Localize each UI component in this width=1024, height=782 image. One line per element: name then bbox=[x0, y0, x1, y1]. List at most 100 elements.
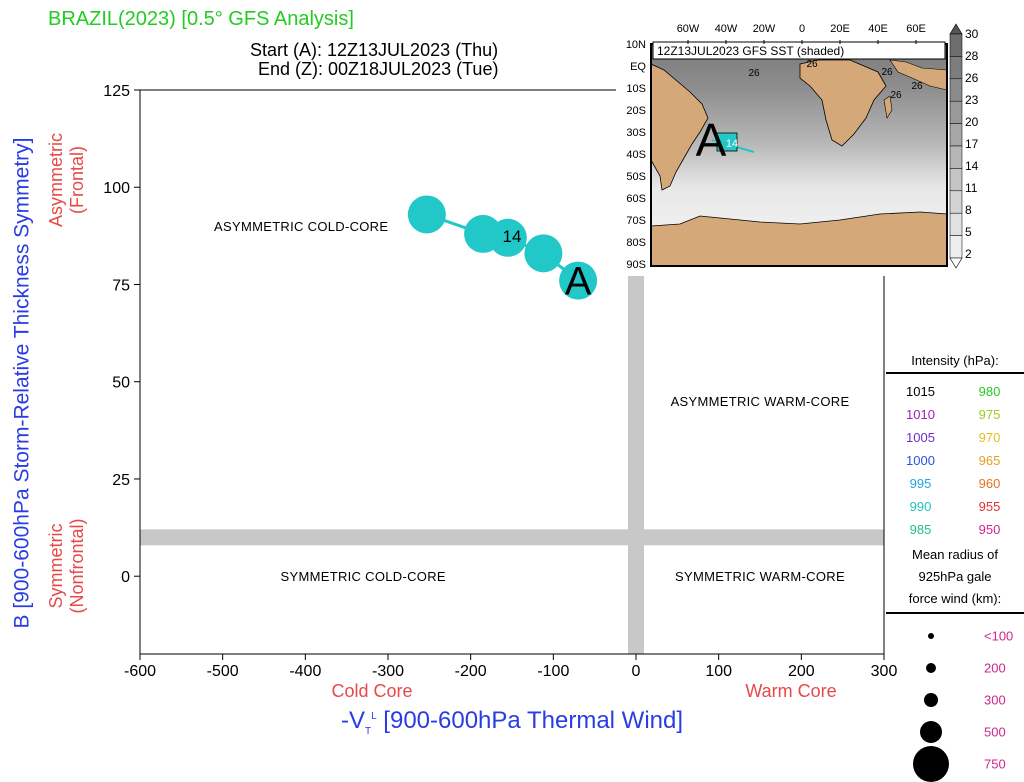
intensity-value: 1015 bbox=[906, 384, 935, 399]
colorbar-label: 26 bbox=[965, 71, 979, 85]
radius-legend-title-3: force wind (km): bbox=[908, 591, 1002, 606]
colorbar-segment bbox=[949, 78, 963, 102]
radius-row: 300 bbox=[886, 684, 1024, 716]
x-tick-label: 300 bbox=[871, 663, 898, 680]
colorbar-segment bbox=[949, 168, 963, 192]
intensity-value: 975 bbox=[978, 407, 1001, 422]
inset-lon-label: 40E bbox=[868, 23, 888, 35]
x-tick-label: 100 bbox=[705, 663, 732, 680]
inset-lon-label: 40W bbox=[715, 23, 738, 35]
inset-lon-label: 20W bbox=[753, 23, 776, 35]
radius-value: 750 bbox=[984, 756, 1006, 772]
intensity-value: 1000 bbox=[906, 453, 935, 468]
colorbar-segment bbox=[949, 33, 963, 57]
legend-divider-2 bbox=[886, 612, 1024, 614]
colorbar-segment bbox=[949, 190, 963, 214]
intensity-row: 1010 975 bbox=[886, 403, 1024, 426]
intensity-value: 970 bbox=[978, 430, 1001, 445]
symmetric-label-line-1: Symmetric bbox=[46, 523, 66, 609]
x-axis-label: -VTL [900-600hPa Thermal Wind] bbox=[340, 707, 684, 737]
legend-panel: Intensity (hPa): 1015 980 1010 975 1005 970 10… bbox=[886, 352, 1024, 782]
quadrant-label: SYMMETRIC WARM-CORE bbox=[675, 569, 845, 584]
sst-inset-map: 12Z13JUL2023 GFS SST (shaded) 60W 40W 20W 0 2… bbox=[616, 23, 1016, 276]
intensity-row: 1000 965 bbox=[886, 449, 1024, 472]
inset-title: 12Z13JUL2023 GFS SST (shaded) bbox=[657, 44, 844, 58]
radius-value: 200 bbox=[984, 660, 1006, 676]
intensity-row: 990 955 bbox=[886, 495, 1024, 518]
x-tick-label: -600 bbox=[124, 663, 156, 680]
intensity-value: 990 bbox=[909, 499, 932, 514]
cold-core-label: Cold Core bbox=[331, 681, 413, 701]
intensity-value: 950 bbox=[978, 522, 1001, 537]
radius-dot bbox=[913, 746, 949, 782]
intensity-row: 995 960 bbox=[886, 472, 1024, 495]
colorbar-label: 17 bbox=[965, 137, 979, 151]
inset-lon-label: 60W bbox=[677, 23, 700, 35]
inset-lat-label: 20S bbox=[626, 105, 646, 117]
inset-lat-label: 40S bbox=[626, 149, 646, 161]
colorbar-label: 30 bbox=[965, 27, 979, 41]
intensity-row: 985 950 bbox=[886, 518, 1024, 541]
intensity-value: 1005 bbox=[906, 430, 935, 445]
y-tick-label: 75 bbox=[112, 277, 130, 294]
track-point bbox=[407, 195, 446, 234]
x-tick-label: 0 bbox=[632, 663, 641, 680]
radius-legend-title-2: 925hPa gale bbox=[918, 569, 992, 584]
colorbar-segment bbox=[949, 56, 963, 80]
sst-contour-label: 26 bbox=[881, 67, 893, 78]
quadrant-label: SYMMETRIC COLD-CORE bbox=[281, 569, 446, 584]
sst-contour-label: 26 bbox=[911, 81, 923, 92]
inset-marker-A: A bbox=[696, 114, 727, 166]
inset-title-box bbox=[652, 41, 946, 60]
radius-row: 750 bbox=[886, 746, 1024, 782]
colorbar-bottom-arrow bbox=[949, 257, 963, 269]
inset-lon-label: 60E bbox=[906, 23, 926, 35]
sst-contour-label: 26 bbox=[748, 68, 760, 79]
colorbar-segment bbox=[949, 212, 963, 236]
warm-core-label: Warm Core bbox=[745, 681, 837, 701]
y-tick-label: 0 bbox=[121, 569, 130, 586]
radius-dot bbox=[924, 693, 938, 707]
africa-shape bbox=[799, 59, 887, 147]
inset-lat-label: EQ bbox=[630, 61, 646, 73]
radius-dot bbox=[926, 663, 936, 673]
colorbar-label: 8 bbox=[965, 203, 972, 217]
intensity-value: 1010 bbox=[906, 407, 935, 422]
colorbar-label: 5 bbox=[965, 225, 972, 239]
quadrant-label: ASYMMETRIC WARM-CORE bbox=[671, 394, 850, 409]
colorbar-label: 28 bbox=[965, 49, 979, 63]
quadrant-label: ASYMMETRIC COLD-CORE bbox=[214, 219, 388, 234]
radius-legend-title-1: Mean radius of bbox=[912, 547, 998, 562]
colorbar-label: 20 bbox=[965, 115, 979, 129]
radius-value: <100 bbox=[984, 628, 1014, 644]
inset-lat-label: 90S bbox=[626, 259, 646, 271]
radius-dot bbox=[920, 721, 942, 743]
intensity-value: 980 bbox=[978, 384, 1001, 399]
track-point bbox=[524, 234, 563, 273]
chart-title: BRAZIL(2023) [0.5° GFS Analysis] bbox=[48, 8, 354, 30]
end-time-label: End (Z): 00Z18JUL2023 (Tue) bbox=[258, 59, 499, 79]
track-point bbox=[559, 261, 598, 300]
intensity-value: 955 bbox=[978, 499, 1001, 514]
radius-legend: <100 200 300 500 750 bbox=[886, 620, 1024, 782]
intensity-row: 1015 980 bbox=[886, 380, 1024, 403]
colorbar-segment bbox=[949, 145, 963, 169]
inset-lat-label: 10N bbox=[626, 39, 646, 51]
inset-lon-label: 0 bbox=[799, 23, 805, 35]
inset-lat-label: 80S bbox=[626, 237, 646, 249]
inset-track-box bbox=[716, 132, 738, 152]
track-day-label: 14 bbox=[503, 227, 522, 246]
inset-lon-label: 20E bbox=[830, 23, 850, 35]
asymmetric-label-line-2: (Frontal) bbox=[67, 146, 87, 215]
radius-row: 500 bbox=[886, 716, 1024, 748]
colorbar-label: 2 bbox=[965, 247, 972, 261]
x-tick-label: -200 bbox=[455, 663, 487, 680]
radius-value: 300 bbox=[984, 692, 1006, 708]
colorbar-segment bbox=[949, 100, 963, 124]
start-marker-A: A bbox=[565, 260, 592, 304]
inset-lat-label: 30S bbox=[626, 127, 646, 139]
y-axis-label: B [900-600hPa Storm-Relative Thickness S… bbox=[10, 137, 34, 629]
symmetric-label-line-2: (Nonfrontal) bbox=[67, 518, 87, 614]
asymmetric-side-label: Asymmetric (Frontal) bbox=[46, 133, 88, 227]
